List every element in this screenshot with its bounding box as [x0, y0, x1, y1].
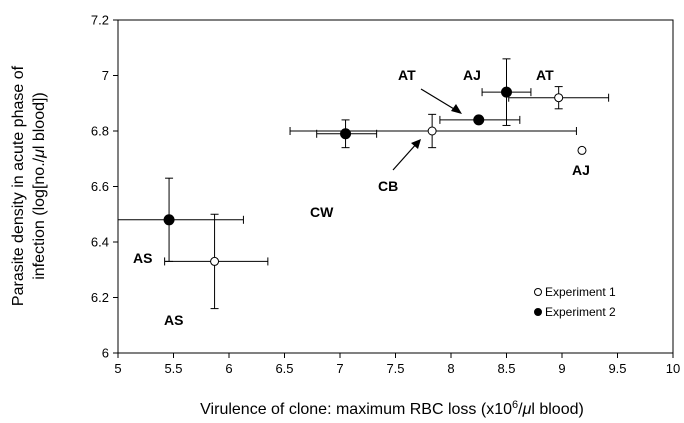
x-ticks: 5 5.5 6 6.5 7 7.5 8 8.5 9 9.5 10	[114, 353, 680, 376]
legend-marker-experiment-2	[534, 308, 542, 316]
annotation-aj-lower: AJ	[572, 162, 590, 178]
arrow-cb-line	[392, 141, 419, 171]
legend: Experiment 1 Experiment 2	[534, 285, 616, 319]
x-tick-label: 7.5	[386, 361, 404, 376]
y-tick-label: 6.4	[91, 235, 109, 250]
arrow-at-head	[451, 104, 462, 114]
error-bars	[118, 58, 610, 310]
x-tick-label: 7	[336, 361, 343, 376]
experiment-2-point-2	[473, 114, 485, 126]
x-axis-title-slash: /	[518, 401, 523, 418]
annotation-as-upper: AS	[133, 250, 152, 266]
y-tick-label: 6.8	[91, 124, 109, 139]
y-axis-title-line1: Parasite density in acute phase of	[10, 65, 27, 306]
experiment-1-point-2	[554, 93, 564, 103]
annotation-cw: CW	[310, 204, 334, 220]
data-points	[163, 86, 587, 266]
experiment-1-point-0	[210, 256, 220, 266]
x-tick-label: 6.5	[275, 361, 293, 376]
annotation-at-left: AT	[398, 67, 416, 83]
x-tick-label: 5.5	[164, 361, 182, 376]
point-annotations: AS AS CW CB AT AJ AT AJ	[133, 67, 590, 328]
legend-label-experiment-2: Experiment 2	[545, 305, 616, 319]
y-axis-title-line2-part-a: infection (log[no./	[31, 157, 48, 279]
x-tick-label: 8.5	[497, 361, 515, 376]
x-axis-title-sup: 6	[512, 399, 518, 411]
y-axis-title-line2: infection (log[no./μl blood])	[31, 92, 48, 280]
arrow-at-line	[420, 88, 460, 113]
annotation-aj-upper: AJ	[463, 67, 481, 83]
y-tick-label: 6	[102, 346, 109, 361]
experiment-1-point-3	[577, 145, 587, 155]
experiment-2-point-3	[501, 86, 512, 98]
y-ticks: 6 6.2 6.4 6.6 6.8 7 7.2	[91, 13, 118, 361]
x-axis-title-main: Virulence of clone: maximum RBC loss (x1…	[200, 401, 512, 418]
x-axis-title-end: l blood)	[531, 401, 583, 418]
y-tick-label: 7	[102, 68, 109, 83]
x-tick-label: 10	[666, 361, 680, 376]
x-tick-label: 6	[225, 361, 232, 376]
y-axis-title-line2-part-b: l blood])	[31, 92, 48, 149]
experiment-1-point-1	[427, 126, 437, 136]
annotation-arrows	[392, 88, 462, 171]
x-axis-title: Virulence of clone: maximum RBC loss (x1…	[200, 399, 584, 418]
x-tick-label: 5	[114, 361, 121, 376]
x-axis-title-mu: μ	[522, 401, 532, 418]
experiment-2-point-0	[163, 214, 175, 226]
legend-label-experiment-1: Experiment 1	[545, 285, 616, 299]
x-tick-label: 9.5	[608, 361, 626, 376]
x-tick-label: 8	[447, 361, 454, 376]
y-axis-title-mu: μ	[31, 149, 48, 159]
legend-marker-experiment-1	[534, 288, 542, 296]
annotation-at-right: AT	[536, 67, 554, 83]
annotation-as-lower: AS	[164, 312, 183, 328]
experiment-2-point-1	[340, 128, 352, 140]
annotation-cb: CB	[378, 178, 398, 194]
arrow-cb-head	[411, 139, 421, 149]
y-tick-label: 6.6	[91, 179, 109, 194]
y-tick-label: 7.2	[91, 13, 109, 28]
y-tick-label: 6.2	[91, 290, 109, 305]
x-tick-label: 9	[558, 361, 565, 376]
